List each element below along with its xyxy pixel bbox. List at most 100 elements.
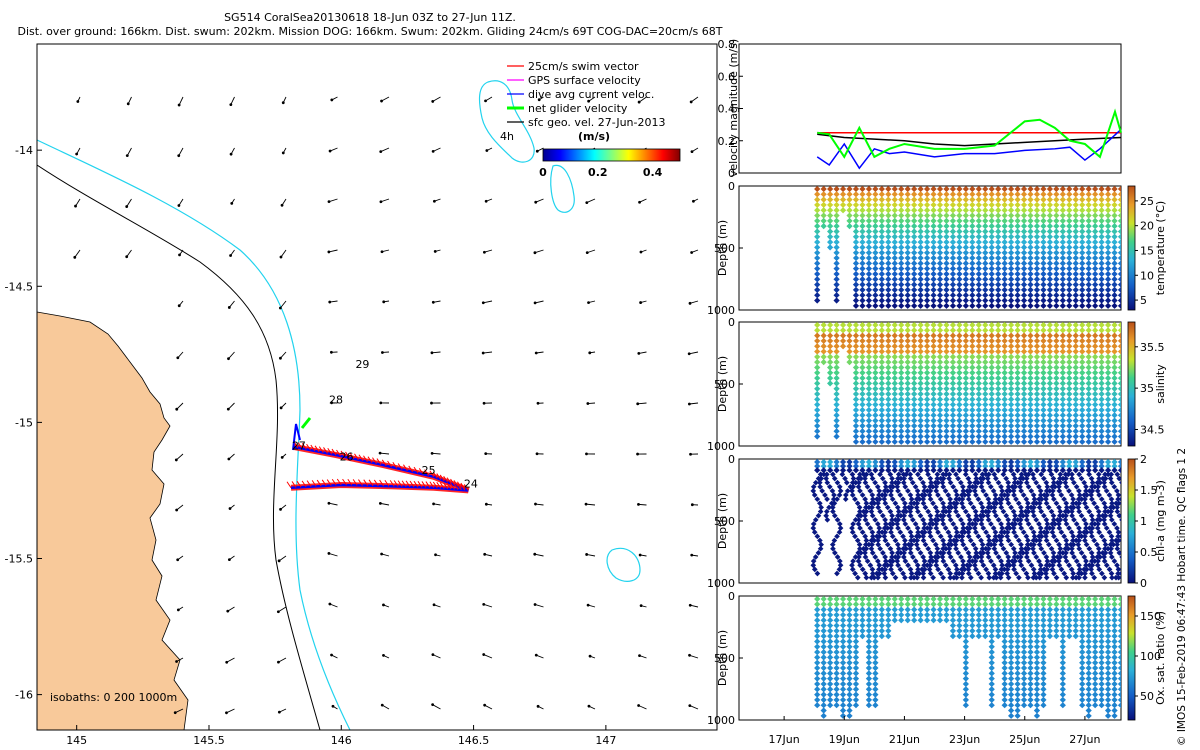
sfc-velocity-arrow <box>330 653 338 659</box>
sfc-geostrophic-velocity-field <box>73 96 699 715</box>
x-tick-label: 147 <box>595 734 616 747</box>
swim-vector <box>349 452 355 460</box>
swim-vector <box>463 484 469 491</box>
y-tick-label: -14.5 <box>5 280 33 293</box>
swim-vector <box>331 448 337 456</box>
sfc-velocity-arrow <box>535 452 544 456</box>
sfc-velocity-arrow <box>536 704 544 710</box>
sfc-velocity-arrow <box>534 653 544 659</box>
swim-vector <box>460 483 466 491</box>
sfc-velocity-arrow <box>278 300 287 310</box>
swim-vector <box>425 481 431 488</box>
swim-vector <box>323 447 328 454</box>
sfc-velocity-arrow <box>587 300 596 304</box>
sfc-velocity-arrow <box>639 300 647 304</box>
sfc-velocity-arrow <box>177 96 184 107</box>
sfc-velocity-arrow <box>484 198 493 203</box>
sfc-velocity-arrow <box>690 503 699 507</box>
x-tick-label: 19Jun <box>829 733 860 746</box>
sfc-velocity-arrow <box>482 653 493 659</box>
sfc-velocity-arrow <box>535 147 544 153</box>
day-label: 26 <box>340 451 354 464</box>
swim-vector <box>376 458 382 465</box>
sfc-velocity-arrow <box>328 602 338 608</box>
swim-vector <box>372 457 377 464</box>
isobath-200-line <box>37 164 321 730</box>
map-legend: 25cm/s swim vector GPS surface velocity … <box>507 60 681 179</box>
dive-avg-current-trace <box>292 423 301 451</box>
sfc-velocity-arrow <box>176 606 184 612</box>
sfc-velocity-arrow <box>586 603 596 608</box>
sfc-velocity-arrow <box>638 198 647 204</box>
date-axis: 17Jun 19Jun 21Jun 23Jun 25Jun 27Jun <box>769 716 1101 746</box>
swim-vector <box>358 454 364 462</box>
sfc-velocity-arrow <box>432 502 441 506</box>
colorbar-tick-label: 34.5 <box>1140 423 1165 436</box>
land-area <box>37 311 189 730</box>
sfc-velocity-arrow <box>431 703 441 710</box>
sfc-velocity-arrow <box>431 653 441 659</box>
colorbar-label: salinity <box>1154 364 1167 404</box>
sfc-velocity-arrow <box>484 452 493 456</box>
y-tick-label: 0.4 <box>718 103 736 116</box>
y-tick-label: -15.5 <box>5 553 33 566</box>
sfc-velocity-arrow <box>227 453 235 461</box>
sfc-velocity-arrow <box>639 604 647 608</box>
sfc-velocity-arrow <box>76 96 81 103</box>
sfc-velocity-arrow <box>382 603 390 608</box>
swim-vector <box>436 473 442 480</box>
x-tick-label: 25Jun <box>1009 733 1040 746</box>
sfc-velocity-arrow <box>382 654 390 659</box>
sfc-velocity-arrow <box>74 198 81 208</box>
profile-panel: 0 500 1000 Depth (m) 0 0.5 1 1.5 2 chl-a (mg m-3) <box>707 453 1167 590</box>
sfc-velocity-arrow <box>638 553 647 557</box>
swim-vector <box>460 482 466 490</box>
colorbar-tick-label: 100 <box>1140 650 1161 663</box>
sfc-velocity-arrow <box>637 351 647 355</box>
reef-label: 4h <box>500 130 514 143</box>
day-label: 24 <box>464 478 478 491</box>
sfc-velocity-arrow <box>380 351 390 354</box>
swim-vector <box>450 483 455 490</box>
swim-vector <box>432 481 438 489</box>
swim-vector <box>306 443 312 451</box>
colorbar-tick-label: 10 <box>1140 269 1154 282</box>
sfc-velocity-arrow <box>688 653 699 659</box>
x-tick-label: 145 <box>66 734 87 747</box>
sfc-velocity-arrow <box>227 351 235 361</box>
sfc-velocity-arrow <box>430 401 441 405</box>
swim-vector <box>417 481 423 488</box>
sfc-velocity-arrow <box>636 402 647 406</box>
x-tick-label: 17Jun <box>769 733 800 746</box>
y-tick-label: 1000 <box>707 304 735 317</box>
sfc-velocity-arrow <box>176 555 184 562</box>
sfc-velocity-arrow <box>536 401 544 405</box>
y-tick-label: 500 <box>714 652 735 665</box>
sfc-velocity-arrow <box>176 351 184 360</box>
colorbar-tick-label: 0.5 <box>1140 546 1158 559</box>
day-label: 25 <box>422 464 436 477</box>
velocity-colorbar <box>542 148 681 162</box>
swim-vector <box>381 459 387 467</box>
colorbar-unit-label: (m/s) <box>578 130 610 143</box>
sfc-velocity-arrow <box>327 198 338 204</box>
swim-vector <box>342 478 347 486</box>
swim-vector <box>403 464 408 471</box>
sfc-velocity-arrow <box>481 351 493 355</box>
sfc-velocity-arrow <box>228 504 235 510</box>
sfc-velocity-arrow <box>378 451 390 455</box>
swim-vector <box>363 455 368 463</box>
sfc-velocity-arrow <box>281 147 287 155</box>
profile-panel: 0 500 1000 Depth (m) 5 10 15 20 25 temperature (°… <box>707 180 1167 317</box>
sfc-velocity-arrow <box>125 198 132 208</box>
sfc-velocity-arrow <box>585 452 596 456</box>
y-tick-label: 0.8 <box>718 38 736 51</box>
sfc-velocity-arrow <box>175 657 184 663</box>
sfc-velocity-arrow <box>431 147 441 153</box>
y-tick-label: -14 <box>15 144 33 157</box>
y-tick-label: 500 <box>714 242 735 255</box>
sfc-velocity-arrow <box>636 452 647 456</box>
velocity-ylabel: velocity magnitude (m/s) <box>727 39 740 177</box>
legend-label: dive avg current veloc. <box>528 88 654 101</box>
